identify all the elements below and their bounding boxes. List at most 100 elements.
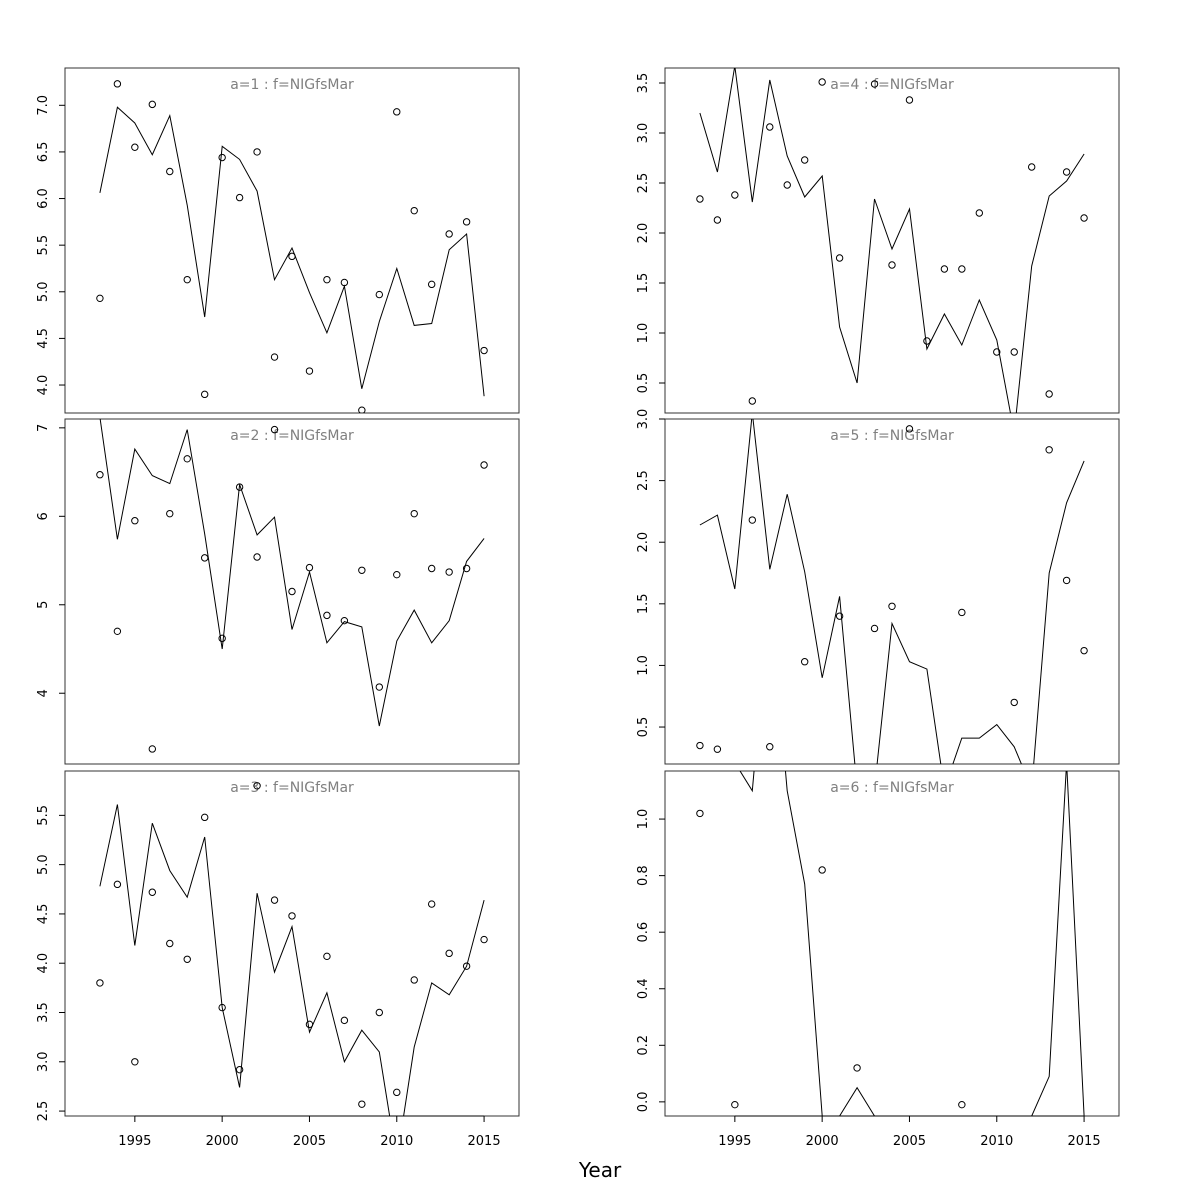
data-point	[713, 745, 722, 753]
y-tick-label: 1.0	[636, 323, 651, 344]
data-point	[235, 193, 244, 202]
x-tick-label: 2010	[380, 1134, 413, 1149]
data-point	[270, 425, 279, 434]
data-point	[462, 962, 471, 970]
data-point	[766, 123, 774, 131]
y-tick-label: 2.5	[36, 1101, 51, 1122]
panel-title: a=6 : f=NIGfsMar	[830, 780, 954, 796]
panel-title: a=5 : f=NIGfsMar	[830, 428, 954, 444]
panel-frame	[64, 418, 520, 765]
y-tick-label: 0.2	[636, 1035, 651, 1056]
data-point	[235, 483, 244, 491]
data-point	[445, 230, 453, 238]
data-point	[131, 143, 139, 151]
data-point	[323, 611, 331, 620]
y-tick-label: 4	[36, 689, 51, 697]
x-tick-label: 2015	[1068, 1134, 1101, 1149]
data-point	[323, 275, 331, 284]
data-point	[905, 425, 914, 433]
x-axis: 1995 2000 2005 2010 2015	[718, 1115, 1101, 1149]
panel-frame	[664, 418, 1120, 765]
data-point	[305, 367, 314, 375]
data-point	[358, 1100, 366, 1108]
data-point	[1045, 390, 1053, 398]
data-point	[183, 955, 191, 963]
y-tick-label: 5.0	[36, 281, 51, 302]
y-tick-label: 3.5	[36, 1002, 51, 1023]
data-point	[410, 206, 418, 215]
data-point	[835, 612, 844, 620]
data-point	[1080, 646, 1088, 655]
y-tick-label: 6.0	[36, 188, 51, 209]
panel-frame	[64, 67, 520, 414]
data-point	[200, 554, 209, 562]
data-point	[800, 658, 809, 666]
data-point	[888, 602, 896, 610]
y-tick-label: 5.5	[36, 235, 51, 256]
data-point	[870, 80, 879, 88]
data-point	[480, 935, 488, 944]
data-point	[905, 96, 914, 104]
data-point	[218, 634, 226, 643]
data-point	[340, 616, 349, 625]
data-point	[975, 209, 984, 217]
data-point	[131, 1058, 139, 1066]
data-point	[480, 346, 488, 355]
chart-panel-1: 4.0 4.5 5.0 5.5 6.0 6.5 7.0 a=1 : f=NIGfsMar	[36, 67, 520, 414]
y-tick-label: 2.0	[636, 223, 651, 244]
x-tick-label: 1995	[718, 1134, 751, 1149]
y-tick-label: 1.0	[636, 655, 651, 676]
data-point	[958, 608, 966, 617]
data-point	[113, 627, 122, 636]
y-tick-label: 0.5	[636, 373, 651, 394]
data-point	[113, 80, 122, 88]
data-point	[340, 1016, 349, 1025]
data-point	[375, 290, 384, 299]
data-point	[1062, 576, 1071, 585]
data-point	[818, 78, 826, 86]
y-tick-label: 7	[36, 424, 51, 432]
data-point	[1062, 168, 1071, 176]
y-tick-label: 7.0	[36, 95, 51, 116]
data-point	[835, 254, 844, 262]
data-point	[166, 939, 174, 948]
y-tick-label: 0.0	[636, 1092, 651, 1113]
plot-area	[696, 771, 1085, 1116]
data-point	[253, 148, 261, 156]
y-tick-label: 6.5	[36, 142, 51, 163]
data-point	[218, 153, 226, 162]
data-point	[253, 553, 261, 561]
data-point	[993, 348, 1001, 356]
chart-panel-2: 4 5 6 7 a=2 : f=NIGfsMar	[36, 418, 520, 765]
x-axis: 1995 2000 2005 2010 2015	[118, 1115, 501, 1149]
data-point	[923, 337, 931, 345]
data-point	[713, 216, 722, 224]
data-point	[427, 564, 436, 573]
data-point	[1010, 348, 1018, 356]
data-point	[888, 261, 896, 269]
data-point	[375, 1008, 384, 1017]
data-point	[288, 587, 296, 596]
series-line	[99, 419, 485, 727]
data-point	[1010, 698, 1018, 707]
data-point	[462, 564, 471, 573]
plot-area	[696, 419, 1088, 764]
data-point	[253, 782, 261, 790]
data-point	[445, 949, 453, 958]
data-point	[358, 566, 366, 574]
data-point	[200, 390, 209, 399]
plot-area	[696, 68, 1088, 413]
y-tick-label: 3.0	[636, 123, 651, 144]
panel-title: a=3 : f=NIGfsMar	[230, 780, 354, 796]
data-point	[148, 745, 157, 753]
data-point	[853, 1064, 861, 1072]
x-tick-label: 2000	[206, 1134, 239, 1149]
y-tick-label: 0.6	[636, 922, 651, 943]
y-tick-label: 0.5	[636, 717, 651, 738]
y-tick-label: 1.5	[636, 273, 651, 294]
data-point	[305, 563, 314, 572]
y-tick-label: 1.0	[636, 809, 651, 830]
data-point	[818, 866, 826, 874]
data-point	[166, 509, 174, 518]
